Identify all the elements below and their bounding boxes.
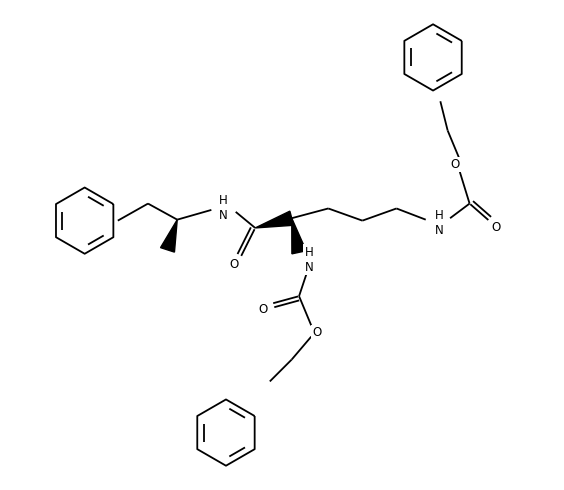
Polygon shape [255, 211, 294, 228]
Polygon shape [292, 218, 306, 254]
Text: O: O [312, 326, 321, 339]
Text: O: O [258, 303, 267, 316]
Text: O: O [492, 221, 501, 234]
Polygon shape [161, 220, 177, 252]
Text: O: O [450, 158, 460, 171]
Text: H
N: H N [434, 209, 443, 237]
Text: H
N: H N [305, 245, 313, 273]
Text: O: O [230, 258, 239, 271]
Text: H
N: H N [219, 195, 228, 222]
